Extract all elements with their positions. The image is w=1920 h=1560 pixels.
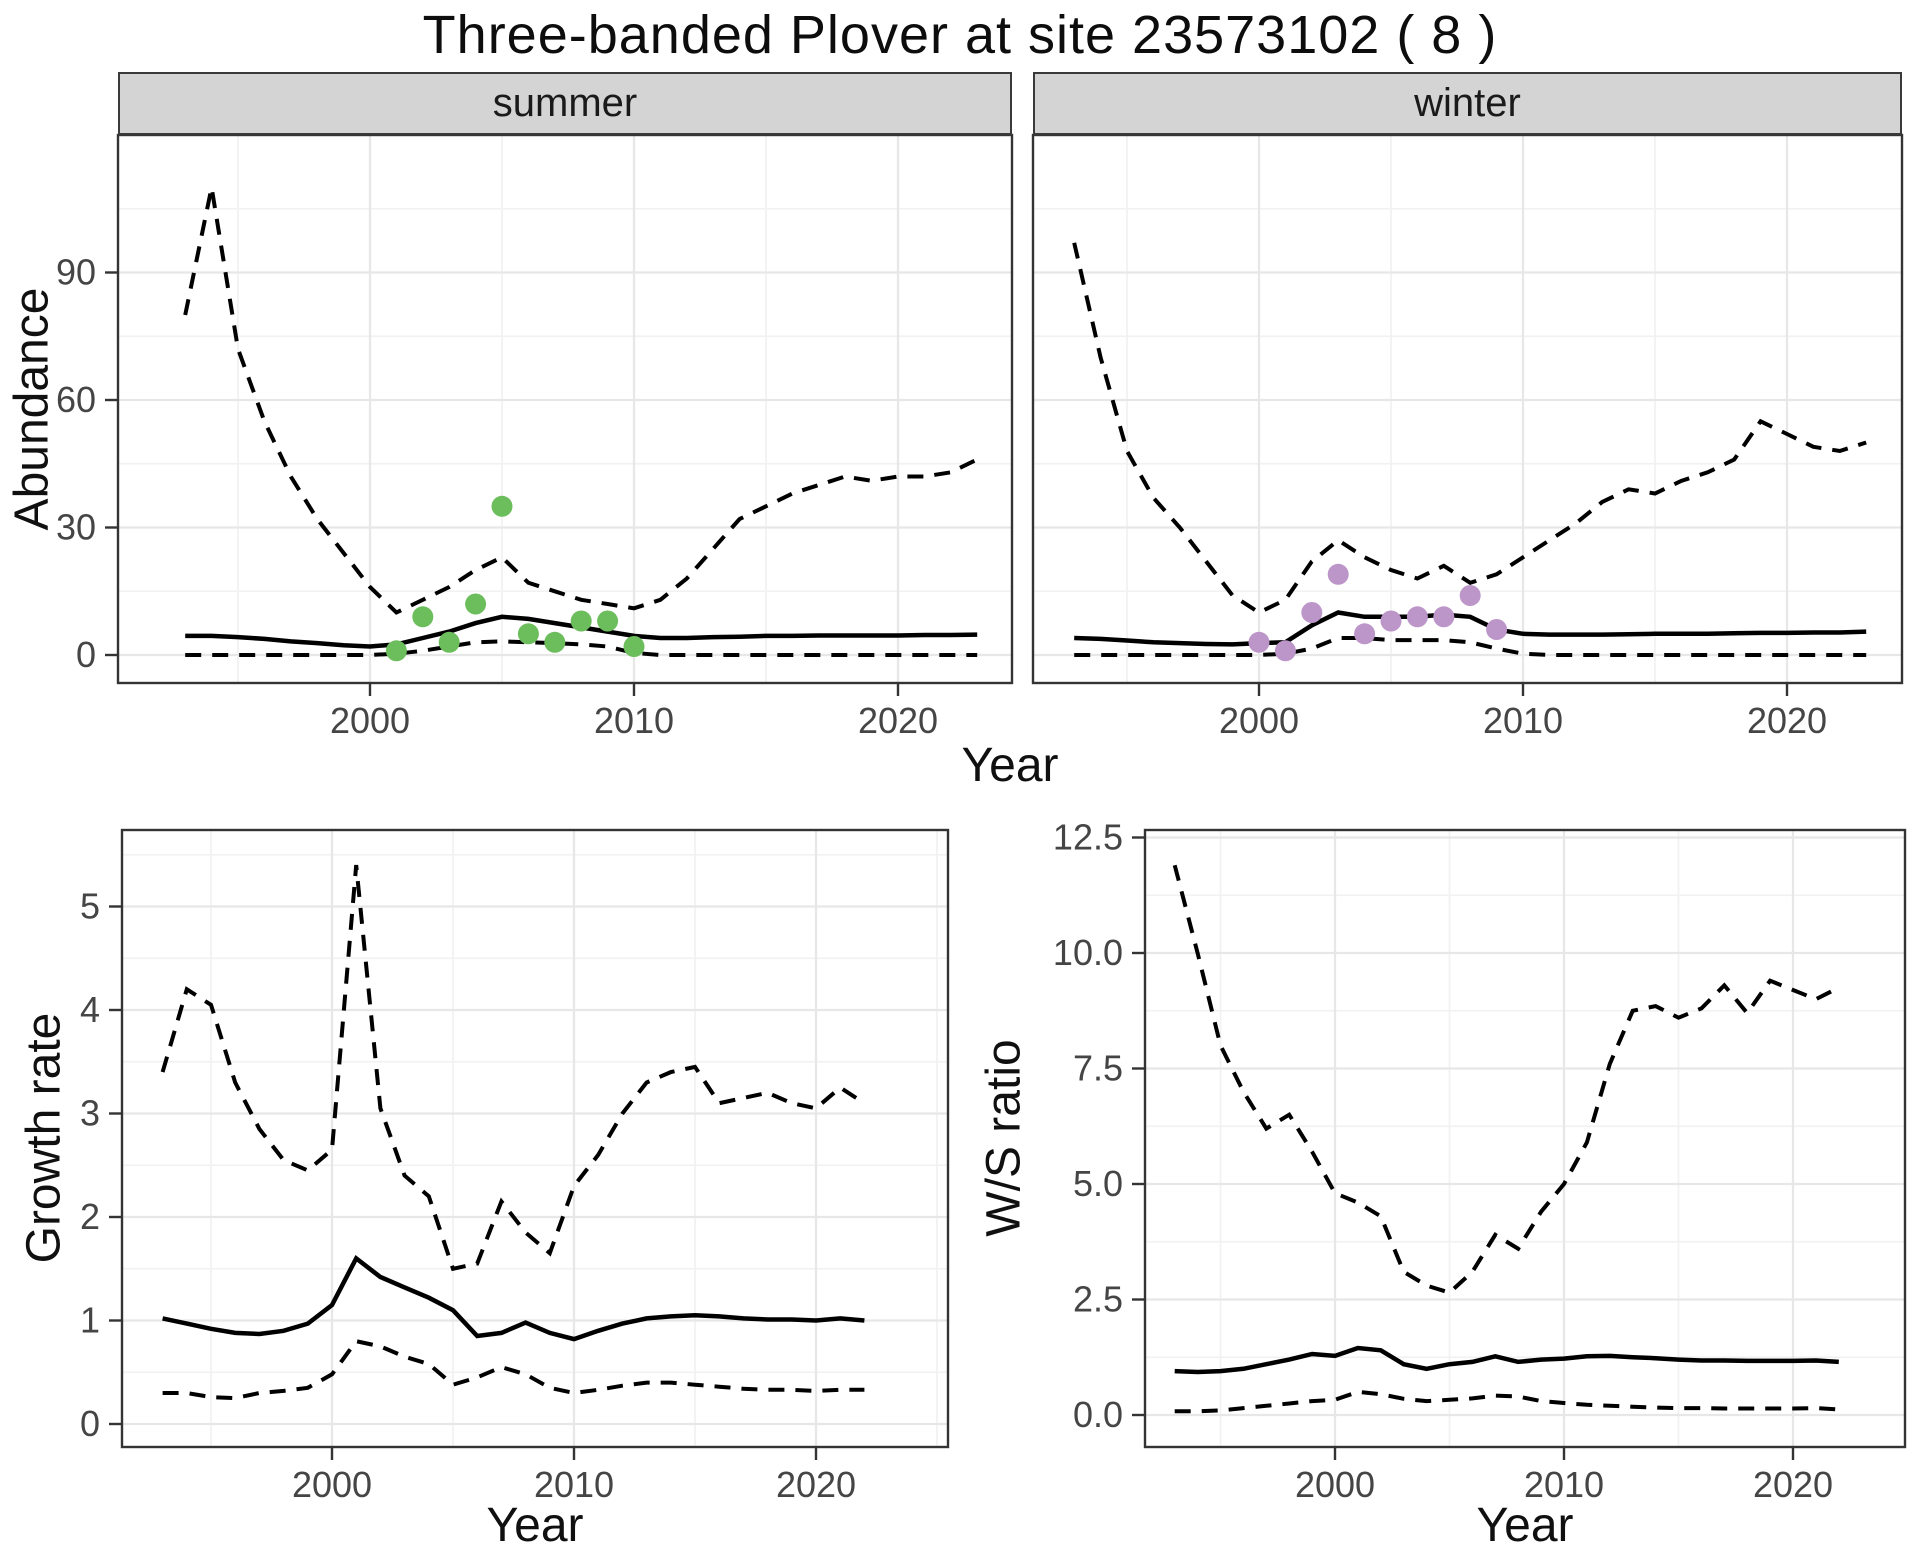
growth-rate-median-line: [162, 1254, 865, 1342]
abundance-winter-upper-ci-line: [1072, 242, 1867, 615]
ylabel-growth-rate: Growth rate: [17, 1012, 71, 1264]
abundance-winter-x-tick-label: 2010: [1483, 700, 1563, 741]
ws-ratio-median-line: [1174, 1345, 1839, 1375]
abundance-summer-x-tick-label: 2010: [594, 700, 674, 741]
abundance-summer-observed-point: [465, 593, 487, 615]
growth-rate-y-tick-label: 2: [80, 1196, 100, 1237]
abundance-summer-observed-point: [623, 636, 645, 657]
growth-rate-y-tick-label: 5: [80, 886, 100, 927]
ws-ratio-y-tick-label: 12.5: [1053, 817, 1123, 858]
abundance-summer-observed-point: [438, 631, 460, 653]
facet-strip-summer: summer: [118, 72, 1012, 135]
ws-ratio-y-tick-label: 5.0: [1073, 1163, 1123, 1204]
chart-title: Three-banded Plover at site 23573102 ( 8…: [422, 5, 1498, 65]
abundance-winter-observed-point: [1406, 606, 1428, 628]
abundance-summer-x-tick-label: 2020: [858, 700, 938, 741]
abundance-summer-x-tick-label: 2000: [330, 700, 410, 741]
growth-rate-y-tick-label: 4: [80, 989, 100, 1030]
abundance-winter-lower-ci-line: [1074, 636, 1867, 657]
abundance-summer-lower-ci-line: [185, 639, 978, 657]
abundance-winter-observed-point: [1274, 640, 1296, 662]
abundance-winter-observed-point: [1433, 606, 1455, 628]
abundance-winter-observed-point: [1248, 631, 1270, 653]
growth-rate-x-tick-label: 2000: [292, 1464, 372, 1505]
growth-rate-y-tick-label: 0: [80, 1403, 100, 1444]
abundance-summer-observed-point: [412, 606, 434, 628]
growth-rate-y-tick-label: 1: [80, 1300, 100, 1341]
ws-ratio-y-tick-label: 10.0: [1053, 932, 1123, 973]
abundance-summer-y-tick-label: 90: [56, 252, 96, 293]
ws-ratio-x-tick-label: 2020: [1753, 1464, 1833, 1505]
growth-rate-x-tick-label: 2010: [534, 1464, 614, 1505]
abundance-winter-x-tick-label: 2020: [1747, 700, 1827, 741]
ws-ratio-x-tick-label: 2000: [1295, 1464, 1375, 1505]
facet-label-summer: summer: [492, 81, 638, 125]
abundance-winter-observed-point: [1354, 623, 1376, 645]
ylabel-ws-ratio: W/S ratio: [977, 1039, 1031, 1237]
abundance-winter-median-line: [1074, 610, 1867, 647]
ws-ratio-y-tick-label: 7.5: [1073, 1048, 1123, 1089]
ws-ratio-lower-ci-line: [1174, 1389, 1839, 1414]
growth-rate-y-tick-label: 3: [80, 1093, 100, 1134]
abundance-summer-observed-point: [544, 631, 566, 653]
facet-label-winter: winter: [1414, 81, 1521, 125]
abundance-summer-y-tick-label: 30: [56, 507, 96, 548]
xlabel-year-growth: Year: [486, 1499, 584, 1552]
growth-rate-x-tick-label: 2020: [776, 1464, 856, 1505]
growth-rate-panel: 2000 2010 2020 0 1 2 3 4 5: [80, 828, 950, 1505]
abundance-summer-observed-point: [517, 623, 539, 645]
ws-ratio-y-tick-label: 2.5: [1073, 1279, 1123, 1320]
facet-strip-winter: winter: [1033, 72, 1902, 135]
abundance-summer-observed-point: [491, 495, 513, 517]
ws-ratio-y-tick-label: 0.0: [1073, 1394, 1123, 1435]
ws-ratio-x-tick-label: 2010: [1524, 1464, 1604, 1505]
abundance-summer-observed-point: [597, 610, 619, 632]
ws-ratio-upper-ci-line: [1172, 864, 1840, 1295]
abundance-summer-upper-ci-line: [183, 187, 979, 615]
abundance-summer-y-tick-label: 60: [56, 379, 96, 420]
growth-rate-upper-ci-line: [160, 864, 866, 1272]
abundance-winter-observed-point: [1301, 602, 1323, 623]
abundance-summer-panel: 2000 2010 2020 0 30 60 90: [56, 133, 1014, 741]
abundance-winter-observed-point: [1486, 619, 1508, 640]
abundance-winter-observed-point: [1380, 610, 1402, 632]
abundance-winter-observed-point: [1459, 585, 1481, 606]
xlabel-year-top: Year: [961, 739, 1059, 792]
abundance-winter-panel: 2000 2010 2020: [1031, 133, 1904, 741]
growth-rate-lower-ci-line: [162, 1338, 865, 1401]
abundance-summer-y-tick-label: 0: [76, 634, 96, 675]
abundance-winter-x-tick-label: 2000: [1219, 700, 1299, 741]
abundance-winter-observed-point: [1327, 563, 1349, 585]
abundance-summer-observed-point: [385, 640, 407, 662]
abundance-summer-observed-point: [570, 610, 592, 632]
ylabel-abundance: Abundance: [5, 287, 59, 531]
xlabel-year-ws: Year: [1476, 1499, 1574, 1552]
ws-ratio-panel: 2000 2010 2020 0.0 2.5 5.0 7.5 10.0 12.5: [1053, 817, 1907, 1505]
